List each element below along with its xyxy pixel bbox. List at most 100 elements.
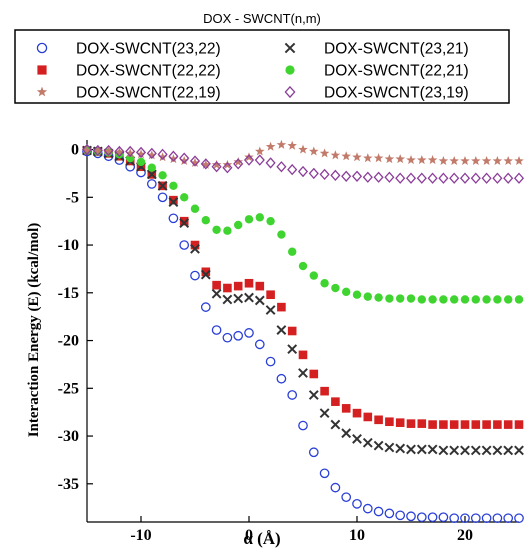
data-point bbox=[319, 408, 330, 419]
data-point bbox=[255, 281, 265, 291]
data-point bbox=[406, 294, 416, 303]
legend-label: DOX-SWCNT(22,19) bbox=[76, 85, 221, 102]
data-point bbox=[384, 154, 395, 164]
data-point bbox=[287, 390, 298, 400]
legend-item: DOX-SWCNT(23,22) bbox=[36, 41, 221, 58]
data-point bbox=[200, 302, 211, 312]
data-point bbox=[233, 330, 244, 341]
data-point bbox=[481, 156, 492, 166]
data-point bbox=[103, 146, 114, 156]
legend-label: DOX-SWCNT(23,19) bbox=[324, 85, 469, 102]
data-point bbox=[222, 332, 233, 343]
data-point bbox=[158, 171, 167, 180]
data-point bbox=[298, 420, 308, 431]
data-point bbox=[492, 513, 503, 524]
data-point bbox=[438, 445, 449, 456]
data-point bbox=[492, 172, 503, 184]
data-point bbox=[287, 326, 297, 336]
data-point bbox=[168, 197, 179, 207]
data-point bbox=[373, 171, 384, 183]
legend-label: DOX-SWCNT(22,21) bbox=[324, 63, 469, 80]
data-point bbox=[136, 149, 146, 159]
legend-box bbox=[14, 29, 510, 104]
data-point bbox=[395, 172, 406, 184]
data-point bbox=[470, 172, 481, 184]
data-point bbox=[200, 269, 211, 280]
data-point bbox=[179, 156, 189, 166]
data-point bbox=[179, 216, 189, 226]
data-point bbox=[222, 162, 233, 174]
data-point bbox=[244, 215, 254, 224]
data-point bbox=[460, 156, 470, 166]
x-tick-label: 0 bbox=[245, 527, 253, 544]
data-point bbox=[460, 445, 470, 456]
data-point bbox=[308, 390, 319, 400]
data-point bbox=[450, 295, 459, 304]
data-point bbox=[190, 270, 200, 281]
data-point bbox=[416, 444, 427, 455]
data-point bbox=[504, 295, 513, 304]
data-point bbox=[297, 165, 309, 178]
data-point bbox=[308, 167, 319, 180]
data-point bbox=[298, 368, 308, 378]
data-point bbox=[136, 157, 146, 167]
data-point bbox=[244, 328, 254, 338]
data-point bbox=[514, 156, 524, 166]
data-point bbox=[352, 152, 362, 162]
data-point bbox=[482, 420, 491, 429]
data-point bbox=[288, 247, 297, 256]
data-point bbox=[103, 144, 114, 157]
legend-marker bbox=[36, 86, 48, 97]
data-point bbox=[277, 302, 286, 312]
data-point bbox=[277, 230, 286, 239]
x-tick-label: -10 bbox=[130, 527, 151, 544]
data-point bbox=[211, 159, 222, 169]
data-point bbox=[157, 192, 168, 203]
data-point bbox=[395, 154, 405, 164]
data-point bbox=[179, 218, 190, 228]
data-point bbox=[81, 143, 93, 156]
data-point bbox=[514, 295, 524, 304]
data-point bbox=[330, 482, 341, 493]
data-point bbox=[211, 325, 222, 335]
data-point bbox=[427, 444, 438, 455]
data-point bbox=[309, 369, 319, 379]
data-point bbox=[514, 420, 524, 429]
legend-label: DOX-SWCNT(22,22) bbox=[76, 63, 221, 80]
data-point bbox=[201, 159, 211, 169]
data-point bbox=[471, 156, 481, 166]
data-point bbox=[374, 293, 383, 302]
data-point bbox=[125, 145, 136, 158]
data-point bbox=[266, 216, 275, 226]
data-point bbox=[384, 171, 395, 183]
data-point bbox=[136, 167, 146, 178]
series-DOX-SWCNT(22,19) bbox=[82, 139, 524, 169]
data-point bbox=[233, 156, 243, 167]
data-point bbox=[125, 148, 135, 158]
data-point bbox=[405, 172, 417, 184]
data-point bbox=[438, 512, 449, 523]
x-axis-label: α (Å) bbox=[243, 529, 280, 548]
data-point bbox=[265, 305, 276, 315]
data-point bbox=[362, 503, 373, 514]
data-point bbox=[189, 155, 201, 167]
data-point bbox=[406, 444, 416, 455]
data-point bbox=[503, 420, 513, 429]
data-point bbox=[351, 170, 363, 182]
y-tick-label: -15 bbox=[58, 285, 79, 302]
legend-item: DOX-SWCNT(23,19) bbox=[284, 85, 469, 102]
data-point bbox=[309, 271, 318, 280]
data-point bbox=[82, 145, 92, 155]
data-point bbox=[438, 156, 449, 166]
data-point bbox=[265, 141, 276, 151]
data-point bbox=[363, 153, 373, 163]
data-point bbox=[396, 294, 405, 303]
data-point bbox=[362, 171, 373, 183]
data-point bbox=[233, 158, 244, 170]
legend-item: DOX-SWCNT(22,22) bbox=[37, 63, 221, 80]
data-point bbox=[190, 204, 200, 213]
data-point bbox=[298, 350, 308, 360]
legend-title: DOX - SWCNT(n,m) bbox=[203, 11, 321, 26]
data-point bbox=[341, 404, 351, 413]
